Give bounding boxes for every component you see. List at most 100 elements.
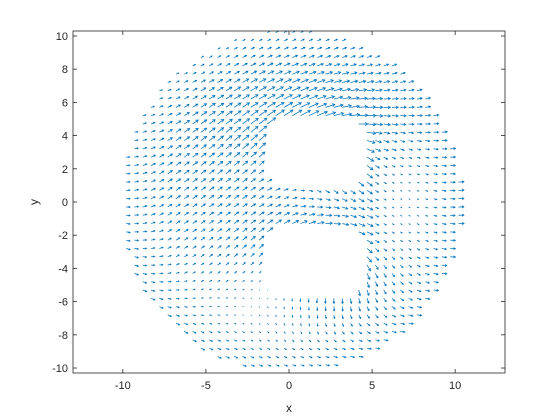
vector-head [220, 79, 224, 82]
vector-head [401, 282, 404, 285]
vector-head [177, 280, 180, 283]
vector-shaft [233, 102, 242, 108]
vector-arrow [433, 164, 439, 168]
vector-arrow [209, 95, 216, 100]
vector-arrow [283, 196, 290, 200]
vector-shaft [358, 190, 365, 195]
vector-head [211, 211, 215, 215]
vector-arrow [350, 190, 356, 195]
vector-head [336, 198, 340, 202]
vector-shaft [250, 78, 258, 83]
vector-head [251, 339, 254, 342]
vector-head [301, 348, 304, 351]
vector-head [367, 308, 370, 312]
vector-head [310, 364, 314, 367]
vector-head [311, 46, 314, 50]
vector-shaft [366, 173, 373, 179]
vector-shaft [366, 181, 373, 187]
vector-head [144, 138, 148, 141]
vector-head [261, 235, 265, 239]
vector-arrow [300, 197, 306, 200]
vector-shaft [283, 94, 293, 100]
vector-head [337, 63, 341, 67]
vector-head [244, 195, 248, 198]
vector-head [236, 55, 239, 58]
vector-arrow [450, 214, 456, 217]
vector-arrow [159, 187, 165, 191]
vector-head [402, 322, 406, 326]
vector-arrow [134, 239, 140, 242]
vector-arrow [134, 264, 140, 267]
vector-arrow [267, 78, 276, 83]
vector-shaft [308, 71, 317, 75]
vector-arrow [233, 70, 240, 75]
vector-head [203, 186, 207, 190]
vector-shaft [350, 105, 360, 108]
vector-head [236, 169, 240, 173]
vector-arrow [159, 280, 164, 283]
vector-head [251, 331, 253, 333]
vector-shaft [159, 162, 165, 166]
vector-arrow [375, 105, 384, 110]
vector-head [227, 55, 230, 58]
vector-head [386, 71, 390, 75]
vector-shaft [233, 228, 239, 233]
vector-arrow [350, 355, 356, 359]
vector-head [170, 121, 173, 124]
vector-head [325, 332, 328, 335]
vector-arrow [333, 356, 339, 359]
vector-shaft [366, 55, 372, 58]
vector-head [370, 207, 374, 211]
vector-arrow [342, 71, 350, 75]
vector-head [178, 112, 182, 116]
vector-head [235, 356, 239, 359]
vector-head [244, 186, 248, 190]
vector-arrow [433, 248, 439, 251]
vector-arrow [175, 112, 182, 116]
vector-shaft [200, 144, 207, 150]
vector-arrow [159, 195, 165, 200]
vector-head [202, 288, 204, 291]
vector-arrow [283, 347, 287, 350]
vector-arrow [175, 195, 181, 199]
vector-arrow [366, 281, 371, 289]
vector-head [177, 323, 181, 326]
vector-arrow [333, 314, 336, 320]
vector-shaft [250, 195, 256, 199]
vector-arrow [308, 54, 315, 58]
vector-head [211, 203, 215, 207]
vector-shaft [358, 181, 364, 187]
vector-arrow [233, 94, 242, 100]
vector-shaft [366, 273, 371, 280]
vector-head [263, 94, 268, 98]
vector-arrow [167, 203, 173, 208]
vector-arrow [300, 86, 310, 92]
vector-shaft [283, 70, 291, 75]
vector-head [296, 78, 301, 83]
vector-arrow [375, 239, 380, 243]
vector-shaft [391, 89, 398, 92]
vector-head [153, 138, 156, 141]
vector-arrow [192, 111, 199, 116]
vector-shaft [150, 138, 156, 141]
vector-shaft [267, 86, 275, 92]
vector-head [194, 245, 197, 248]
vector-head [252, 244, 256, 248]
vector-shaft [267, 219, 273, 224]
vector-arrow [425, 281, 431, 284]
vector-arrow [375, 264, 379, 270]
vector-head [252, 364, 255, 367]
vector-arrow [234, 347, 238, 350]
vector-head [145, 205, 148, 208]
vector-arrow [233, 39, 238, 42]
vector-shaft [308, 79, 317, 83]
vector-arrow [441, 181, 447, 184]
vector-head [370, 158, 375, 162]
vector-shaft [258, 62, 265, 67]
vector-head [444, 255, 448, 259]
vector-head [384, 275, 387, 278]
vector-shaft [425, 297, 430, 300]
vector-arrow [416, 97, 423, 100]
vector-arrow [375, 140, 383, 144]
vector-arrow [150, 213, 156, 216]
